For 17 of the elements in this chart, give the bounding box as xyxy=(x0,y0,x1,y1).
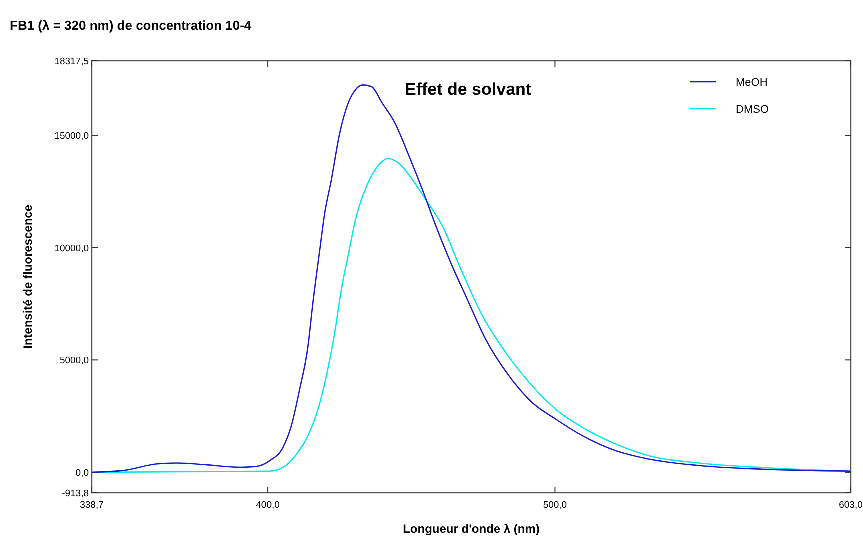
annotation: Effet de solvant xyxy=(405,80,532,99)
y-tick-label: 5000,0 xyxy=(60,356,89,367)
legend-label: DMSO xyxy=(736,104,770,116)
y-tick-label: 0,0 xyxy=(76,468,89,479)
x-tick-label: 338,7 xyxy=(80,500,104,511)
x-tick-label: 603,0 xyxy=(839,500,863,511)
y-tick-label: -913,8 xyxy=(62,488,89,500)
chart-title: FB1 (λ = 320 nm) de concentration 10-4 xyxy=(10,18,252,33)
x-axis-title: Longueur d'onde λ (nm) xyxy=(403,522,540,536)
y-tick-label: 15000,0 xyxy=(54,131,89,142)
x-tick-label: 400,0 xyxy=(256,500,280,511)
y-axis-title: Intensité de fluorescence xyxy=(21,204,35,350)
line-series xyxy=(92,84,851,474)
legend-label: MeOH xyxy=(736,77,768,89)
x-tick-label: 500,0 xyxy=(543,500,568,511)
y-tick-label: 18317,5 xyxy=(54,56,89,68)
y-tick-label: 10000,0 xyxy=(54,243,89,254)
